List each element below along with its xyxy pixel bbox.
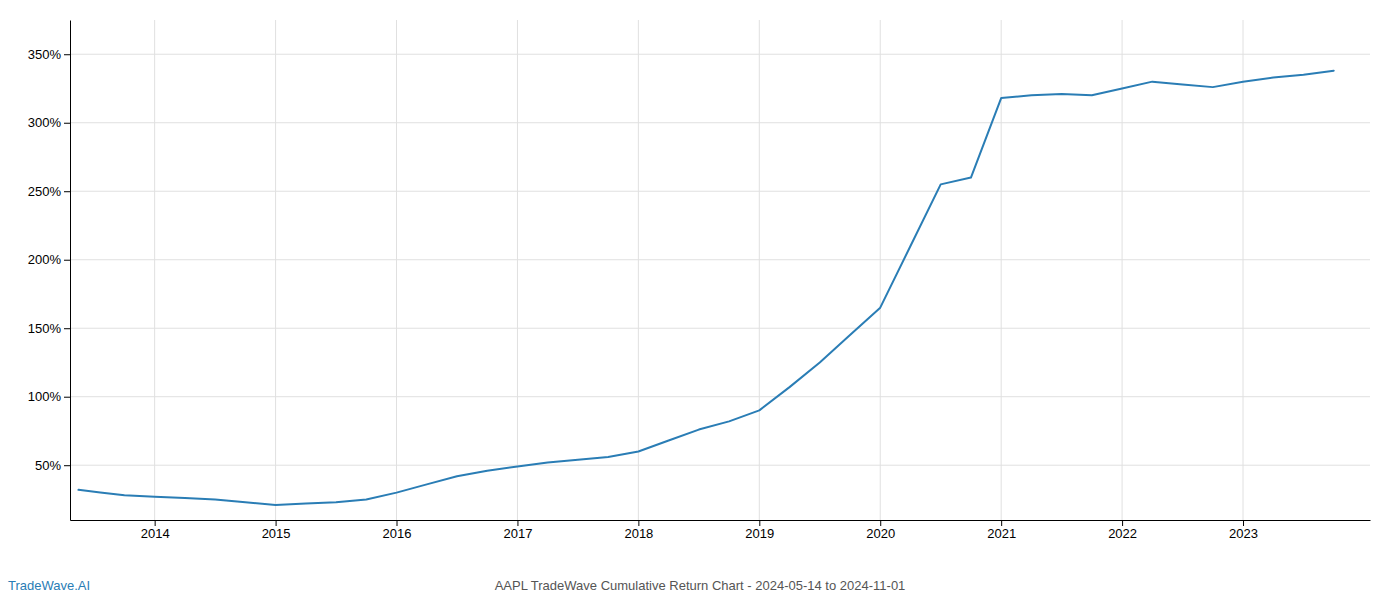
grid-line-y bbox=[70, 328, 1370, 329]
x-tick: 2017 bbox=[503, 520, 532, 541]
watermark: TradeWave.AI bbox=[8, 578, 90, 593]
y-tick: 350% bbox=[28, 47, 70, 62]
x-tick-mark bbox=[759, 520, 760, 526]
x-tick: 2019 bbox=[745, 520, 774, 541]
x-axis-line bbox=[71, 520, 1371, 521]
x-tick: 2020 bbox=[866, 520, 895, 541]
y-tick-label: 300% bbox=[28, 115, 62, 130]
x-tick: 2023 bbox=[1229, 520, 1258, 541]
y-tick: 200% bbox=[28, 252, 70, 267]
x-tick-mark bbox=[1122, 520, 1123, 526]
x-tick-mark bbox=[155, 520, 156, 526]
x-tick-mark bbox=[276, 520, 277, 526]
plot-area bbox=[78, 71, 1333, 505]
y-tick: 250% bbox=[28, 184, 70, 199]
x-tick-label: 2017 bbox=[503, 526, 532, 541]
x-tick-mark bbox=[1243, 520, 1244, 526]
x-tick: 2022 bbox=[1108, 520, 1137, 541]
y-tick-mark bbox=[64, 260, 70, 261]
line bbox=[78, 71, 1333, 505]
x-tick-mark bbox=[638, 520, 639, 526]
grid-line-y bbox=[70, 122, 1370, 123]
x-tick-label: 2014 bbox=[141, 526, 170, 541]
y-tick: 300% bbox=[28, 115, 70, 130]
grid-line-x bbox=[275, 20, 276, 520]
grid-line-x bbox=[880, 20, 881, 520]
y-axis: 50% 100% 150% 200% 250% 300% 350% bbox=[28, 21, 71, 521]
y-tick-label: 50% bbox=[35, 458, 61, 473]
x-tick: 2016 bbox=[383, 520, 412, 541]
grid-line-x bbox=[396, 20, 397, 520]
x-tick-label: 2015 bbox=[262, 526, 291, 541]
x-tick-label: 2021 bbox=[987, 526, 1016, 541]
y-tick-mark bbox=[64, 191, 70, 192]
x-axis: 2014 2015 2016 2017 2018 2019 2020 2021 2022 2023 bbox=[71, 520, 1371, 541]
y-tick-mark bbox=[64, 123, 70, 124]
chart: 2014 2015 2016 2017 2018 2019 2020 2021 2022 2023… bbox=[0, 0, 1400, 600]
y-tick-label: 200% bbox=[28, 252, 62, 267]
grid-line-x bbox=[759, 20, 760, 520]
x-tick: 2014 bbox=[141, 520, 170, 541]
x-tick-mark bbox=[1001, 520, 1002, 526]
y-tick: 50% bbox=[35, 458, 70, 473]
grid-line-y bbox=[70, 259, 1370, 260]
grid bbox=[70, 20, 1370, 520]
y-axis-line bbox=[70, 21, 71, 521]
grid-line-y bbox=[70, 465, 1370, 466]
x-tick-mark bbox=[397, 520, 398, 526]
x-tick-label: 2019 bbox=[745, 526, 774, 541]
grid-line-x bbox=[1122, 20, 1123, 520]
grid-line-x bbox=[154, 20, 155, 520]
y-tick-label: 100% bbox=[28, 389, 62, 404]
grid-line-x bbox=[517, 20, 518, 520]
y-tick-label: 350% bbox=[28, 47, 62, 62]
x-tick-label: 2022 bbox=[1108, 526, 1137, 541]
grid-line-y bbox=[70, 191, 1370, 192]
grid-line-y bbox=[70, 54, 1370, 55]
x-tick-label: 2016 bbox=[383, 526, 412, 541]
x-tick-mark bbox=[880, 520, 881, 526]
y-tick-mark bbox=[64, 54, 70, 55]
grid-line-x bbox=[1001, 20, 1002, 520]
y-tick-mark bbox=[64, 328, 70, 329]
y-tick-mark bbox=[64, 465, 70, 466]
x-tick-label: 2020 bbox=[866, 526, 895, 541]
grid-line-x bbox=[638, 20, 639, 520]
y-tick-label: 250% bbox=[28, 184, 62, 199]
x-tick-mark bbox=[517, 520, 518, 526]
texts: TradeWave.AI AAPL TradeWave Cumulative Re… bbox=[8, 578, 905, 593]
x-tick-label: 2018 bbox=[624, 526, 653, 541]
x-tick: 2018 bbox=[624, 520, 653, 541]
y-tick-mark bbox=[64, 397, 70, 398]
x-tick-label: 2023 bbox=[1229, 526, 1258, 541]
y-tick: 100% bbox=[28, 389, 70, 404]
grid-line-y bbox=[70, 396, 1370, 397]
x-tick: 2021 bbox=[987, 520, 1016, 541]
y-tick-label: 150% bbox=[28, 321, 62, 336]
title: AAPL TradeWave Cumulative Return Chart -… bbox=[495, 578, 906, 593]
grid-line-x bbox=[1243, 20, 1244, 520]
y-tick: 150% bbox=[28, 321, 70, 336]
x-tick: 2015 bbox=[262, 520, 291, 541]
